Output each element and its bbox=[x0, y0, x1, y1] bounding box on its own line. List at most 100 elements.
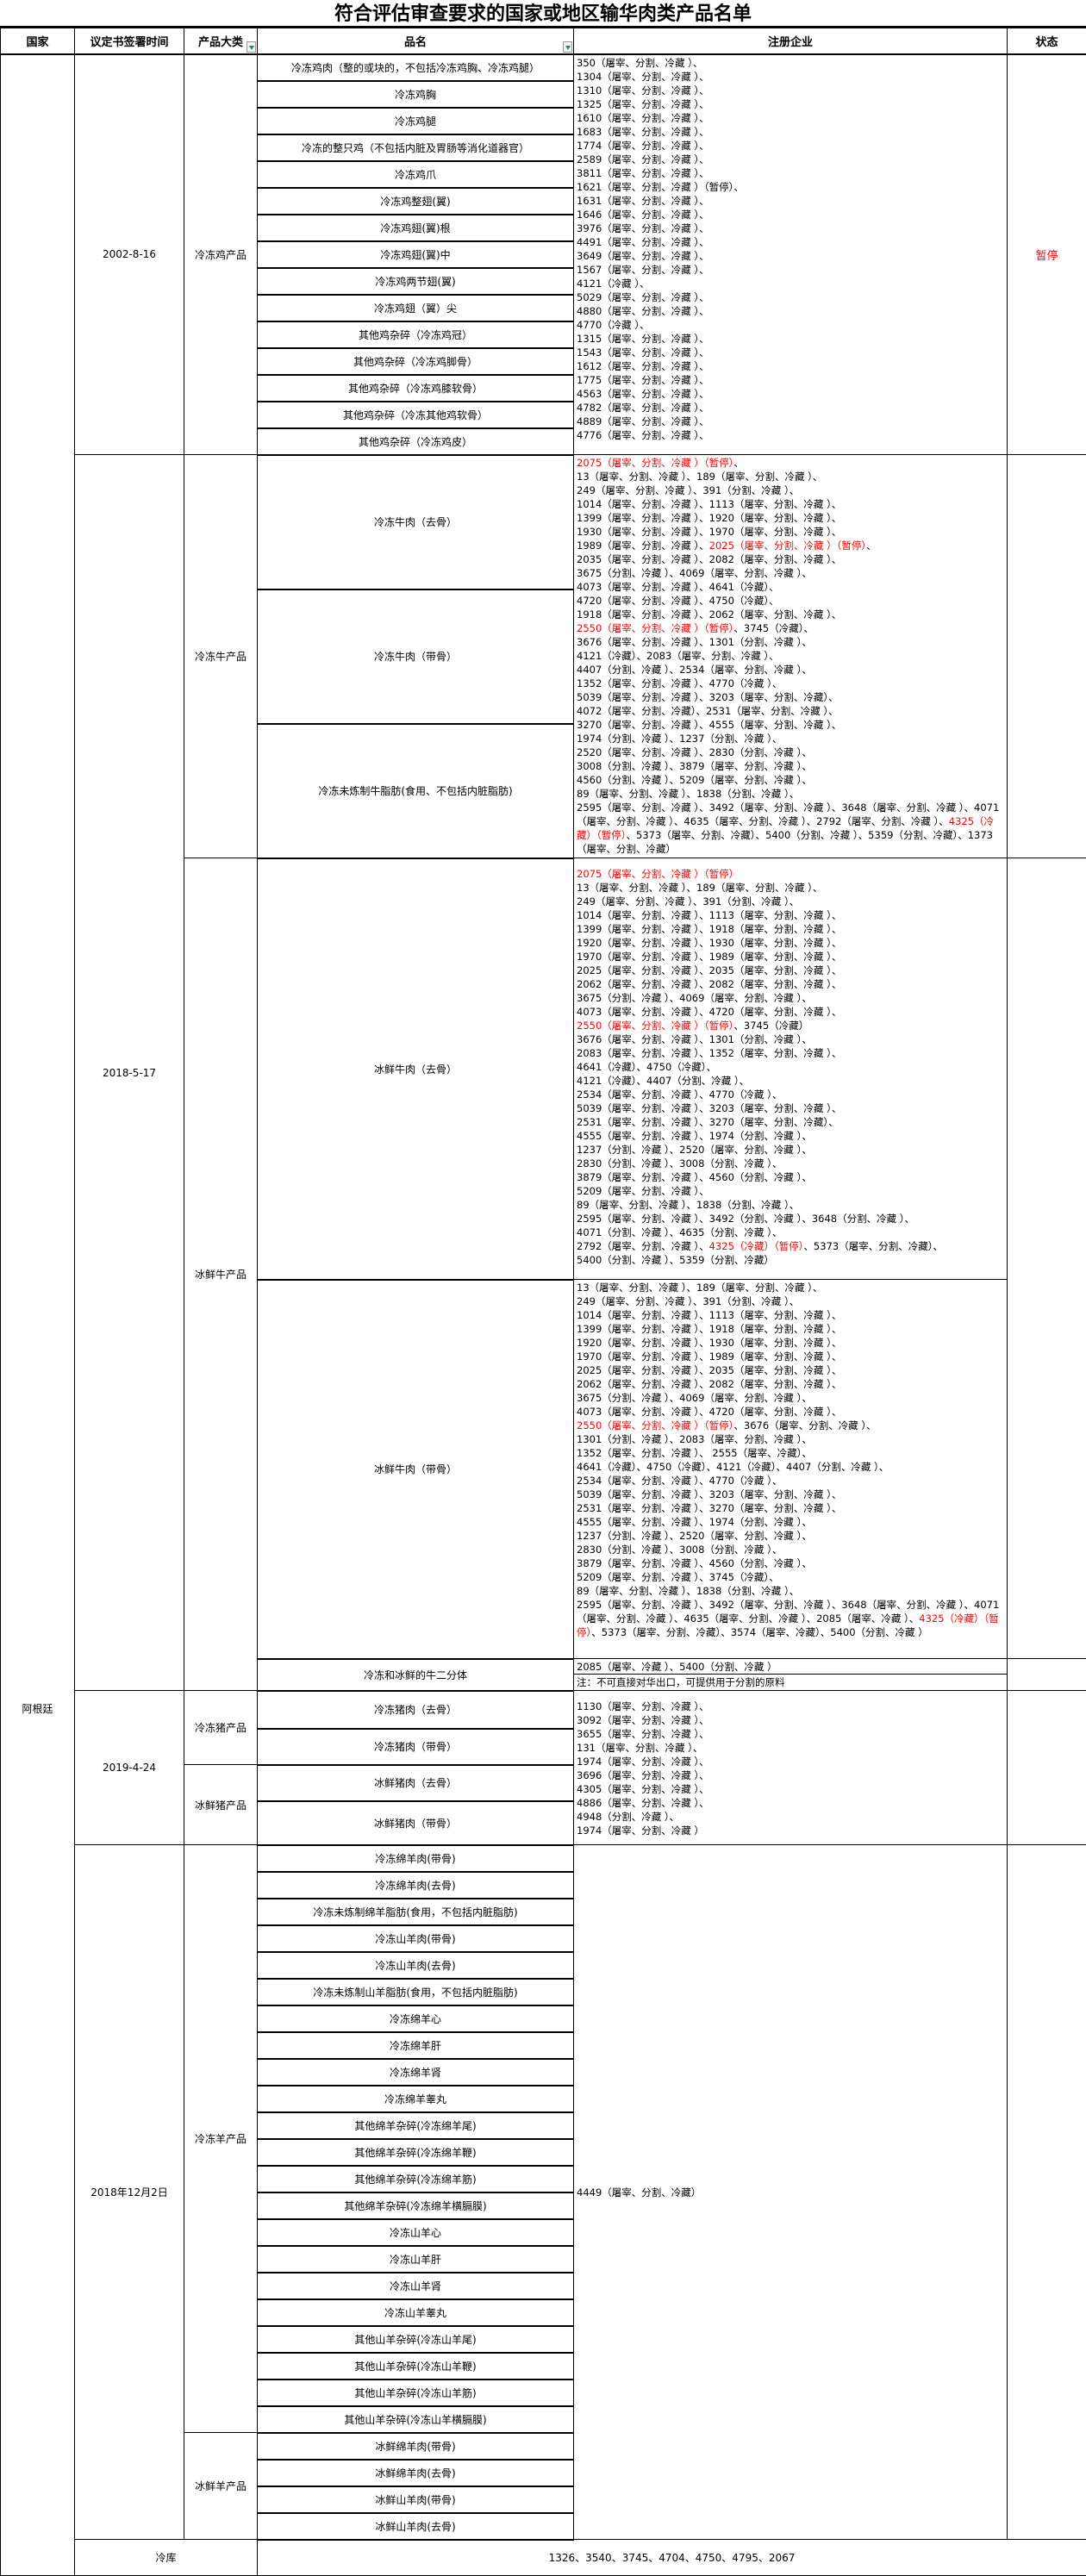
enterprise-line: 5039（屠宰、分割、冷藏 ）、3203（屠宰、分割、冷藏 ）、 bbox=[577, 1488, 1005, 1501]
header-date: 议定书签署时间 bbox=[75, 28, 184, 54]
enterprise-line: 4121（冷藏）、2083（屠宰、分割、冷藏 ）、 bbox=[577, 649, 1005, 663]
enterprise-line: 1621（屠宰、分割、冷藏 ）（暂停）、 bbox=[577, 180, 1005, 194]
enterprise-line: 1237（分割、冷藏 ）、2520（屠宰、分割、冷藏 ）、 bbox=[577, 1529, 1005, 1543]
product-name: 冷冻鸡翅(翼)根 bbox=[258, 215, 574, 241]
product-name: 其他山羊杂碎(冷冻山羊尾) bbox=[258, 2326, 574, 2353]
enterprise-line: 2531（屠宰、分割、冷藏 ）、3270（屠宰、分割、冷藏）、 bbox=[577, 1115, 1005, 1129]
enterprise-line: 1399（屠宰、分割、冷藏 ）、1920（屠宰、分割、冷藏 ）、 bbox=[577, 511, 1005, 525]
enterprise-list: 2075（屠宰、分割、冷藏 ）（暂停）、13（屠宰、分割、冷藏 ）、189（屠宰… bbox=[574, 455, 1008, 858]
enterprise-line: 89（屠宰、分割、冷藏 ）、1838（分割、冷藏 ）、 bbox=[577, 1584, 1005, 1598]
enterprise-line: 350（屠宰、分割、冷藏 ）、 bbox=[577, 56, 1005, 70]
enterprise-text: 、3745（冷藏）、 bbox=[733, 622, 814, 634]
enterprise-line: 1774（屠宰、分割、冷藏 ）、 bbox=[577, 139, 1005, 153]
header-category: 产品大类 bbox=[184, 28, 258, 54]
status-cell bbox=[1008, 455, 1086, 858]
status-cell bbox=[1008, 1659, 1086, 1691]
enterprise-line: 1920（屠宰、分割、冷藏 ）、1930（屠宰、分割、冷藏 ）、 bbox=[577, 1336, 1005, 1350]
enterprise-line: 2550（屠宰、分割、冷藏 ）（暂停）、3745（冷藏）、 bbox=[577, 621, 1005, 635]
product-name: 冷冻鸡整翅(翼) bbox=[258, 188, 574, 215]
product-name: 其他鸡杂碎（冷冻其他鸡软骨） bbox=[258, 402, 574, 428]
product-name: 冰鲜猪肉（去骨） bbox=[258, 1765, 574, 1801]
enterprise-line: 4073（屠宰、分割、冷藏 ）、4641（冷藏）、 bbox=[577, 580, 1005, 594]
product-name: 其他山羊杂碎(冷冻山羊横膈膜) bbox=[258, 2406, 574, 2433]
product-name: 冷冻山羊肉(去骨) bbox=[258, 1952, 574, 1979]
enterprise-line: 1974（分割、冷藏 ）、1237（分割、冷藏 ）、 bbox=[577, 732, 1005, 745]
enterprise-line: 2025（屠宰、分割、冷藏 ）、2035（屠宰、分割、冷藏 ）、 bbox=[577, 964, 1005, 977]
enterprise-line: 2550（屠宰、分割、冷藏 ）（暂停）、3676（屠宰、分割、冷藏 ）、 bbox=[577, 1419, 1005, 1432]
product-name: 冰鲜牛肉（带骨） bbox=[258, 1280, 574, 1659]
date-cell: 2018年12月2日 bbox=[75, 1845, 184, 2540]
enterprise-line: 3676（屠宰、分割、冷藏 ）、1301（分割、冷藏 ）、 bbox=[577, 635, 1005, 649]
filter-dropdown-icon[interactable] bbox=[247, 41, 256, 53]
header-status: 状态 bbox=[1008, 28, 1086, 54]
product-name: 冷冻绵羊心 bbox=[258, 2005, 574, 2032]
enterprise-line: 4121（冷藏 ）、 bbox=[577, 277, 1005, 290]
enterprise-line: 131（屠宰、分割、冷藏 ）、 bbox=[577, 1741, 1005, 1755]
page-title: 符合评估审查要求的国家或地区输华肉类产品名单 bbox=[0, 0, 1086, 28]
product-name: 冷冻未炼制牛脂肪(食用、不包括内脏脂肪) bbox=[258, 724, 574, 858]
enterprise-line: 249（屠宰、分割、冷藏 ）、391（分割、冷藏 ）、 bbox=[577, 895, 1005, 908]
product-name: 其他鸡杂碎（冷冻鸡皮） bbox=[258, 428, 574, 455]
enterprise-line: 1612（屠宰、分割、冷藏 ）、 bbox=[577, 359, 1005, 373]
enterprise-line: 4720（屠宰、分割、冷藏 ）、4750（冷藏）、 bbox=[577, 594, 1005, 608]
enterprise-line: 1930（屠宰、分割、冷藏 ）、1970（屠宰、分割、冷藏 ）、 bbox=[577, 525, 1005, 539]
product-name: 冷冻绵羊睾丸 bbox=[258, 2086, 574, 2112]
enterprise-line: 3976（屠宰、分割、冷藏 ）、 bbox=[577, 221, 1005, 235]
enterprise-line: 3879（屠宰、分割、冷藏 ）、4560（分割、冷藏 ）、 bbox=[577, 1170, 1005, 1184]
enterprise-line: 3649（屠宰、分割、冷藏 ）、 bbox=[577, 249, 1005, 263]
header-name: 品名 bbox=[258, 28, 574, 54]
product-name: 其他鸡杂碎（冷冻鸡膝软骨） bbox=[258, 375, 574, 402]
suspended-enterprise: 2550（屠宰、分割、冷藏 ）（暂停） bbox=[577, 1419, 733, 1431]
product-name: 冷冻的整只鸡（不包括内脏及胃肠等消化道器官） bbox=[258, 134, 574, 161]
enterprise-line: 4641（冷藏）、4750（冷藏）、4121（冷藏）、4407（分割、冷藏 ）、 bbox=[577, 1460, 1005, 1474]
enterprise-list: 1130（屠宰、分割、冷藏 ）、3092（屠宰、分割、冷藏 ）、3655（屠宰、… bbox=[574, 1691, 1008, 1845]
suspended-enterprise: 2025（屠宰、分割、冷藏 ）（暂停） bbox=[709, 540, 866, 552]
suspended-enterprise: 2550（屠宰、分割、冷藏 ）（暂停） bbox=[577, 622, 733, 634]
enterprise-line: 249（屠宰、分割、冷藏 ）、391（分割、冷藏 ）、 bbox=[577, 483, 1005, 497]
enterprise-line: 2595（屠宰、分割、冷藏 ）、3492（屠宰、分割、冷藏 ）、3648（屠宰、… bbox=[577, 1598, 1005, 1639]
enterprise-text: 2792（屠宰、分割、冷藏 ）、 bbox=[577, 1240, 709, 1252]
enterprise-line: 4305（屠宰、分割、冷藏 ）、 bbox=[577, 1782, 1005, 1796]
enterprise-line: 1989（屠宰、分割、冷藏 ）、2025（屠宰、分割、冷藏 ）（暂停）、 bbox=[577, 539, 1005, 552]
cold-storage-label: 冷库 bbox=[75, 2540, 258, 2576]
enterprise-line: 1567（屠宰、分割、冷藏 ）、 bbox=[577, 263, 1005, 277]
enterprise-line: 1775（屠宰、分割、冷藏 ）、 bbox=[577, 373, 1005, 387]
enterprise-line: 3879（屠宰、分割、冷藏 ）、4560（分割、冷藏 ）、 bbox=[577, 1556, 1005, 1570]
product-name: 冷冻山羊肝 bbox=[258, 2246, 574, 2273]
enterprise-line: 4071（分割、冷藏 ）、4635（分割、冷藏 ）、 bbox=[577, 1226, 1005, 1239]
enterprise-line: 4555（屠宰、分割、冷藏 ）、1974（分割、冷藏 ）、 bbox=[577, 1515, 1005, 1529]
enterprise-line: 2520（屠宰、分割、冷藏 ）、2830（分割、冷藏 ）、 bbox=[577, 745, 1005, 759]
enterprise-line: 1301（分割、冷藏 ）、2083（屠宰、分割、冷藏 ）、 bbox=[577, 1432, 1005, 1446]
product-name: 冰鲜猪肉（带骨） bbox=[258, 1801, 574, 1845]
enterprise-line: 2062（屠宰、分割、冷藏 ）、2082（屠宰、分割、冷藏 ）、 bbox=[577, 1377, 1005, 1391]
product-name: 冷冻绵羊肾 bbox=[258, 2059, 574, 2086]
product-name: 冷冻未炼制山羊脂肪(食用，不包括内脏脂肪) bbox=[258, 1979, 574, 2005]
category-cell: 冰鲜猪产品 bbox=[184, 1765, 258, 1845]
filter-dropdown-icon[interactable] bbox=[563, 41, 572, 53]
product-name: 冷冻鸡胸 bbox=[258, 81, 574, 108]
enterprise-text: 、 bbox=[866, 540, 877, 552]
date-cell: 2018-5-17 bbox=[75, 455, 184, 1691]
product-name: 冷冻鸡爪 bbox=[258, 161, 574, 188]
enterprise-line: 1631（屠宰、分割、冷藏 ）、 bbox=[577, 194, 1005, 208]
date-cell: 2002-8-16 bbox=[75, 54, 184, 455]
product-name: 冷冻山羊心 bbox=[258, 2219, 574, 2246]
enterprise-line: 4948（分割、冷藏 ）、 bbox=[577, 1810, 1005, 1824]
enterprise-line: 1237（分割、冷藏 ）、2520（屠宰、分割、冷藏 ）、 bbox=[577, 1143, 1005, 1157]
enterprise-text: 、3745（冷藏） bbox=[733, 1020, 808, 1032]
enterprise-line: 2075（屠宰、分割、冷藏 ）（暂停）、 bbox=[577, 456, 1005, 470]
enterprise-line: 3092（屠宰、分割、冷藏 ）、 bbox=[577, 1713, 1005, 1727]
enterprise-line: 4563（屠宰、分割、冷藏 ）、 bbox=[577, 387, 1005, 401]
enterprise-line: 3008（分割、冷藏 ）、3879（屠宰、分割、冷藏 ）、 bbox=[577, 759, 1005, 773]
product-name: 冷冻鸡翅（翼）尖 bbox=[258, 295, 574, 321]
product-name: 其他鸡杂碎（冷冻鸡脚骨） bbox=[258, 348, 574, 375]
enterprise-line: 5400（分割、冷藏 ）、5359（分割、冷藏） bbox=[577, 1253, 1005, 1267]
enterprise-text: 2595（屠宰、分割、冷藏 ）、3492（屠宰、分割、冷藏 ）、3648（屠宰、… bbox=[577, 801, 999, 827]
product-name: 冷冻山羊肉(带骨) bbox=[258, 1925, 574, 1952]
enterprise-line: 4641（冷藏）、4750（冷藏）、 bbox=[577, 1060, 1005, 1074]
enterprise-line: 2534（屠宰、分割、冷藏 ）、4770（冷藏 ）、 bbox=[577, 1088, 1005, 1101]
enterprise-line: 4073（屠宰、分割、冷藏 ）、4720（屠宰、分割、冷藏 ）、 bbox=[577, 1405, 1005, 1419]
product-name: 其他鸡杂碎（冷冻鸡冠） bbox=[258, 321, 574, 348]
enterprise-line: 3675（分割、冷藏 ）、4069（屠宰、分割、冷藏 ）、 bbox=[577, 991, 1005, 1005]
enterprise-line: 249（屠宰、分割、冷藏 ）、391（分割、冷藏 ）、 bbox=[577, 1294, 1005, 1308]
